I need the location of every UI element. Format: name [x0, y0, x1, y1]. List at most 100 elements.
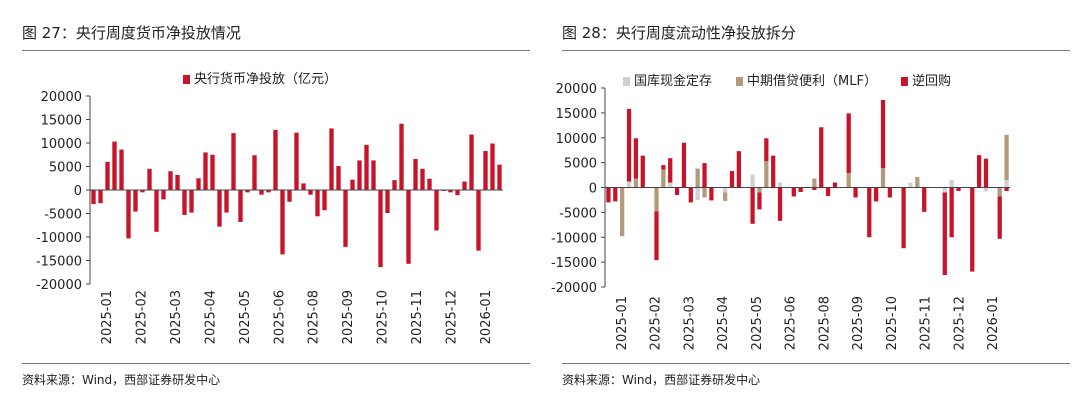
x-tick-label: 2025-08 [817, 296, 832, 350]
bar [764, 138, 769, 162]
legend-label: 逆回购 [912, 73, 951, 89]
bar [259, 190, 264, 195]
bar [1004, 180, 1009, 188]
bar [812, 187, 817, 190]
bar [1004, 134, 1009, 181]
bar [661, 165, 666, 170]
bar [853, 187, 858, 198]
bar [997, 187, 1002, 197]
bar [729, 171, 735, 188]
bar [483, 150, 488, 190]
bar [105, 161, 110, 190]
bar [182, 190, 187, 215]
x-tick-label: 2025-08 [307, 290, 322, 344]
bar [654, 211, 659, 261]
bar [392, 180, 397, 190]
bar [266, 190, 271, 193]
x-tick-label: 2025-06 [784, 296, 799, 350]
y-tick-label: -15000 [36, 255, 82, 270]
bar [832, 182, 838, 188]
bar [224, 190, 229, 213]
bar [469, 134, 474, 190]
y-tick-label: 0 [74, 184, 82, 199]
y-tick-label: -20000 [551, 281, 597, 296]
bar [308, 190, 313, 195]
y-tick-label: 0 [589, 182, 597, 197]
legend-label: 国库现金定存 [634, 73, 712, 89]
bar [196, 178, 201, 190]
bar [997, 196, 1002, 239]
legend-swatch [183, 75, 190, 84]
bar [983, 187, 989, 192]
bar [949, 187, 954, 238]
y-tick-label: 15000 [556, 107, 597, 122]
bar [294, 132, 299, 190]
bar [252, 155, 257, 190]
bar [970, 187, 975, 272]
bar [983, 158, 989, 188]
bar [750, 174, 755, 188]
bar [606, 187, 611, 203]
bar [147, 168, 152, 190]
source-divider [22, 363, 530, 364]
title-divider [22, 50, 530, 51]
y-tick-label: 10000 [556, 132, 597, 147]
bar [385, 190, 390, 214]
bar [420, 168, 425, 190]
x-tick-label: 2025-03 [682, 296, 697, 350]
x-tick-label: 2025-11 [919, 296, 934, 350]
bar [133, 190, 138, 212]
y-tick-label: 15000 [41, 114, 82, 129]
chart-panel-liquidity-breakdown: 图 28：央行周度流动性净投放拆分 国库现金定存 中期借贷便利（MLF） 逆回购 20… [540, 0, 1070, 419]
bar [709, 187, 714, 201]
x-tick-label: 2026-01 [986, 296, 1001, 350]
x-tick-label: 2025-10 [885, 296, 900, 350]
bar [798, 187, 803, 192]
x-tick-label: 2025-03 [169, 290, 184, 344]
bar [661, 169, 666, 188]
bar [640, 155, 645, 188]
bar [119, 149, 124, 190]
x-tick-label: 2025-12 [952, 296, 967, 350]
bar [757, 192, 762, 210]
y-tick-label: -20000 [36, 278, 82, 293]
bar [210, 154, 215, 190]
bar [942, 192, 947, 276]
x-tick-label: 2025-09 [341, 290, 356, 344]
source-note: 资料来源：Wind，西部证券研发中心 [562, 373, 761, 387]
x-tick-label: 2025-04 [203, 290, 218, 344]
bar [189, 190, 194, 213]
source-note: 资料来源：Wind，西部证券研发中心 [22, 373, 221, 387]
bar [764, 161, 769, 188]
bar [140, 190, 145, 193]
x-tick-label: 2025-02 [135, 290, 150, 344]
bar [956, 187, 961, 191]
legend-swatch [623, 77, 630, 86]
bar [757, 187, 762, 193]
bar [203, 152, 208, 190]
liquidity-breakdown-stacked-bar-chart: 国库现金定存 中期借贷便利（MLF） 逆回购 20000 15000 10000 5000 0… [551, 73, 1010, 350]
bar [427, 178, 432, 190]
bar [112, 141, 117, 190]
bar [922, 187, 927, 212]
bar [736, 151, 741, 188]
bar [880, 99, 886, 169]
bar [880, 168, 886, 188]
bar [413, 158, 418, 190]
bar [98, 190, 103, 204]
bar [620, 187, 625, 237]
bar [343, 190, 348, 247]
bar [399, 123, 404, 190]
bar [681, 142, 687, 188]
x-tick-label: 2025-06 [272, 290, 287, 344]
y-tick-label: 10000 [41, 137, 82, 152]
x-tick-label: 2025-12 [444, 290, 459, 344]
bar [350, 179, 355, 190]
bar [949, 180, 954, 188]
bar [371, 160, 376, 190]
bar [161, 190, 166, 200]
bar [154, 190, 159, 232]
bar [613, 187, 618, 202]
bar [490, 143, 495, 190]
bar [695, 168, 700, 188]
